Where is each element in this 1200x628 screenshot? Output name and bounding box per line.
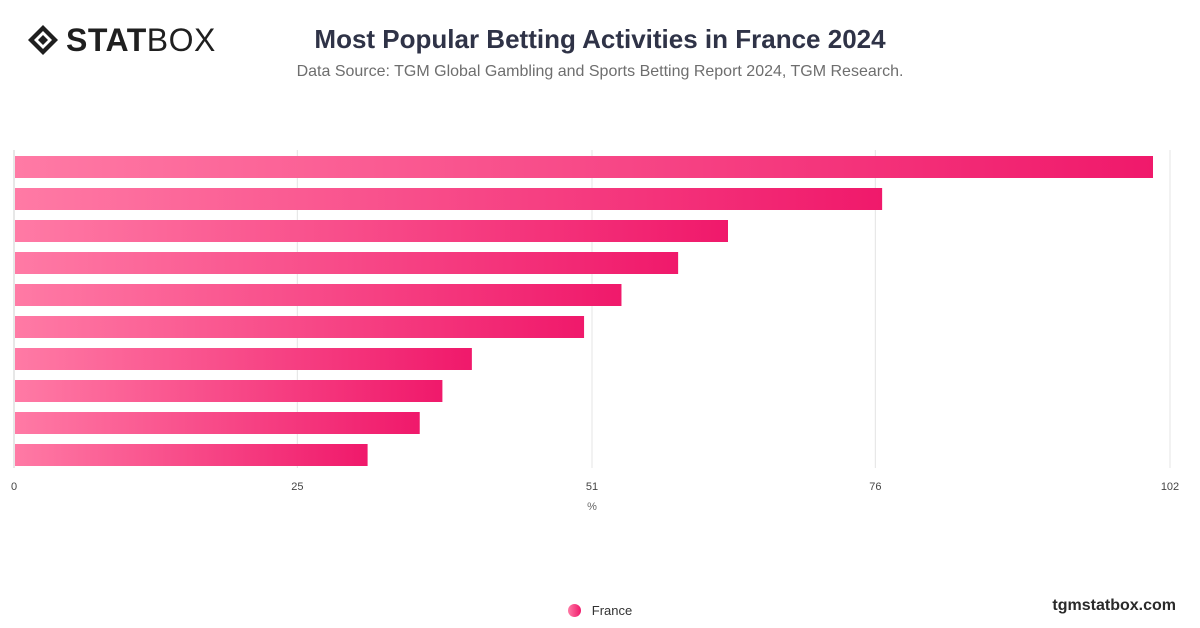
bars [15, 156, 1153, 466]
chart-title: Most Popular Betting Activities in Franc… [314, 24, 886, 54]
statbox-logo: STATBOX [26, 22, 216, 58]
bar[interactable] [15, 316, 585, 338]
site-watermark: tgmstatbox.com [1052, 597, 1176, 614]
bar[interactable] [15, 348, 472, 370]
x-tick-label: 76 [869, 481, 881, 493]
legend[interactable]: France [0, 603, 1200, 618]
legend-label: France [591, 603, 633, 618]
bar-chart: 0 25 51 76 102 % [11, 150, 1179, 513]
bar[interactable] [15, 220, 728, 242]
bar[interactable] [15, 156, 1153, 178]
x-axis-label: % [587, 501, 597, 513]
x-tick-label: 51 [586, 481, 598, 493]
bar[interactable] [15, 252, 679, 274]
statbox-diamond-icon [28, 25, 58, 55]
bar[interactable] [15, 380, 443, 402]
logo-text-light: BOX [146, 22, 216, 58]
x-tick-label: 102 [1161, 481, 1179, 493]
bar[interactable] [15, 284, 622, 306]
x-tick-label: 0 [11, 481, 17, 493]
bar[interactable] [15, 188, 883, 210]
bar[interactable] [15, 412, 420, 434]
bar[interactable] [15, 444, 368, 466]
legend-swatch [567, 604, 581, 617]
chart-subtitle: Data Source: TGM Global Gambling and Spo… [296, 63, 904, 80]
x-axis-ticks: 0 25 51 76 102 [11, 481, 1179, 493]
x-tick-label: 25 [291, 481, 303, 493]
logo-text-bold: STAT [66, 22, 147, 58]
